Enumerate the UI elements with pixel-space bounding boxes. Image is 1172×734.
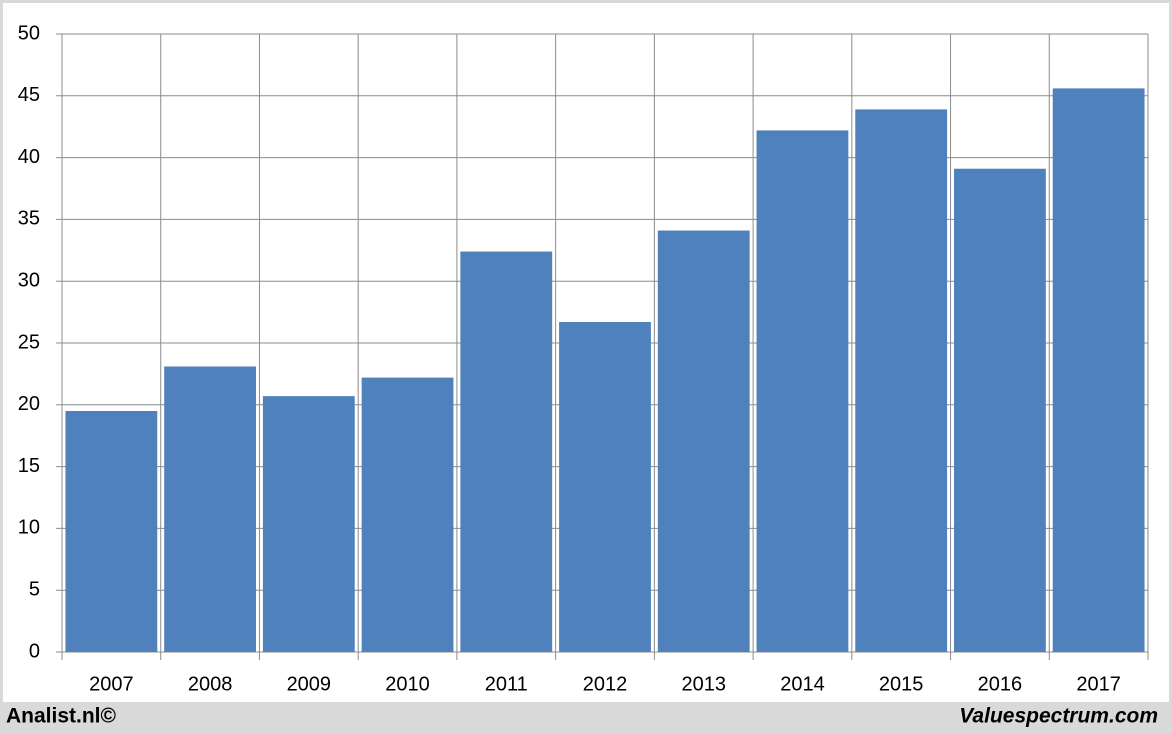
x-tick-label: 2008 [188, 673, 233, 695]
x-tick-label: 2011 [485, 673, 528, 695]
footer-right: Valuespectrum.com [959, 705, 1158, 728]
bar [65, 410, 158, 652]
footer-left: Analist.nl© [6, 705, 117, 728]
bar [657, 230, 750, 653]
y-tick-label: 45 [18, 84, 40, 106]
bar [361, 377, 454, 652]
y-tick-label: 30 [18, 269, 40, 291]
bar [756, 130, 849, 652]
y-tick-label: 25 [18, 331, 40, 353]
y-tick-label: 35 [18, 208, 40, 230]
bar [460, 251, 553, 652]
y-tick-label: 50 [18, 22, 40, 44]
y-tick-label: 5 [29, 578, 40, 600]
x-tick-label: 2010 [385, 673, 430, 695]
x-tick-label: 2007 [89, 673, 134, 695]
bar [855, 109, 948, 652]
x-tick-label: 2013 [681, 673, 726, 695]
y-tick-label: 40 [18, 146, 40, 168]
bar [262, 396, 355, 652]
x-tick-label: 2016 [978, 673, 1023, 695]
y-tick-label: 20 [18, 393, 40, 415]
bar [954, 168, 1046, 652]
x-tick-label: 2014 [780, 673, 825, 695]
bar [1052, 88, 1145, 652]
x-tick-label: 2012 [583, 673, 628, 695]
x-tick-label: 2009 [287, 673, 332, 695]
x-tick-label: 2017 [1076, 673, 1121, 695]
y-tick-label: 0 [29, 640, 40, 662]
y-tick-label: 10 [18, 517, 40, 539]
x-tick-label: 2015 [879, 673, 924, 695]
y-tick-label: 15 [18, 455, 40, 477]
bar [559, 321, 651, 652]
bar [164, 366, 256, 652]
